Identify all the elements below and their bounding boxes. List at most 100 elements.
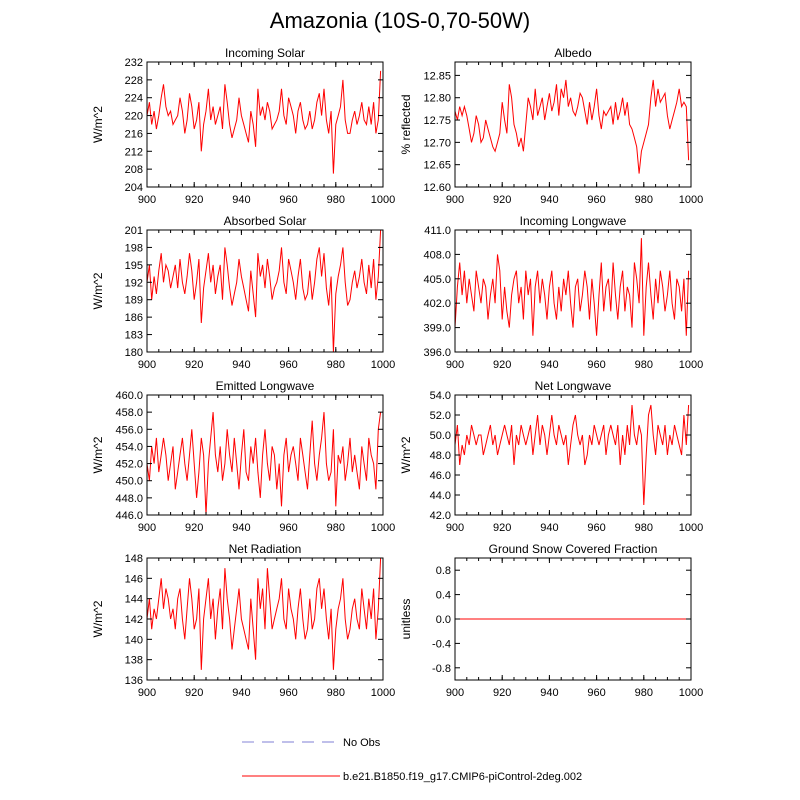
panel-4: Incoming Longwave 900 920 940 960 980 1000 396.… <box>423 214 703 371</box>
y-axis-label: W/m^2 <box>91 106 105 143</box>
y-tick-label: 142 <box>125 614 143 626</box>
y-tick-label: 12.75 <box>423 115 451 127</box>
y-axis-label: W/m^2 <box>91 600 105 637</box>
x-tick-label: 900 <box>138 687 156 699</box>
y-tick-label: 12.65 <box>423 160 451 172</box>
x-tick-label: 960 <box>587 522 605 534</box>
y-tick-label: 54.0 <box>430 390 451 402</box>
y-tick-label: 405.0 <box>423 274 451 286</box>
y-tick-label: 189 <box>125 295 143 307</box>
panel-title: Albedo <box>554 46 592 60</box>
x-tick-label: 960 <box>279 522 297 534</box>
panel-3: Absorbed Solar 900 920 940 960 980 1000 180 183 1… <box>91 214 395 371</box>
panel-title: Absorbed Solar <box>224 214 307 228</box>
y-tick-label: 454.0 <box>115 441 143 453</box>
x-tick-label: 960 <box>587 359 605 371</box>
series-line <box>146 412 382 516</box>
y-tick-label: 136 <box>125 675 143 687</box>
y-tick-label: 50.0 <box>430 430 451 442</box>
x-tick-label: 1000 <box>371 522 395 534</box>
legend-label-model: b.e21.B1850.f19_g17.CMIP6-piControl-2deg… <box>343 771 583 783</box>
x-tick-label: 960 <box>587 687 605 699</box>
y-tick-label: 448.0 <box>115 493 143 505</box>
y-axis-label: W/m^2 <box>91 436 105 473</box>
series-line <box>146 557 382 670</box>
x-tick-label: 940 <box>540 194 558 206</box>
panel-1: Incoming Solar 900 920 940 960 980 1000 204 208 2… <box>91 46 395 206</box>
panel-title: Ground Snow Covered Fraction <box>489 542 658 556</box>
x-tick-label: 960 <box>279 194 297 206</box>
y-tick-label: 408.0 <box>423 249 451 261</box>
panel-title: Net Radiation <box>229 542 302 556</box>
y-tick-label: 0.0 <box>436 614 451 626</box>
y-tick-label: 396.0 <box>423 347 451 359</box>
y-tick-label: 456.0 <box>115 424 143 436</box>
y-tick-label: 228 <box>125 75 143 87</box>
y-tick-label: 183 <box>125 330 143 342</box>
y-axis-label: unitless <box>399 599 413 640</box>
series-line <box>454 238 690 336</box>
x-tick-label: 900 <box>446 359 464 371</box>
series-line <box>454 404 690 506</box>
y-axis-label: W/m^2 <box>399 436 413 473</box>
y-tick-label: 198 <box>125 242 143 254</box>
y-tick-label: 138 <box>125 655 143 667</box>
x-tick-label: 980 <box>327 359 345 371</box>
x-tick-label: 980 <box>635 359 653 371</box>
x-tick-label: 940 <box>232 359 250 371</box>
x-tick-label: 900 <box>446 687 464 699</box>
x-tick-label: 1000 <box>679 359 703 371</box>
y-tick-label: 458.0 <box>115 407 143 419</box>
y-tick-label: 0.8 <box>436 565 451 577</box>
y-tick-label: 450.0 <box>115 476 143 488</box>
y-tick-label: 195 <box>125 260 143 272</box>
x-tick-label: 900 <box>138 522 156 534</box>
y-tick-label: 140 <box>125 634 143 646</box>
panel-title: Incoming Longwave <box>520 214 627 228</box>
panel-title: Emitted Longwave <box>216 379 315 393</box>
plot-frame <box>146 61 384 188</box>
y-tick-label: 220 <box>125 111 143 123</box>
panel-7: Net Radiation 900 920 940 960 980 1000 136 138 14… <box>91 542 395 699</box>
y-tick-label: 192 <box>125 277 143 289</box>
x-tick-label: 1000 <box>371 687 395 699</box>
x-tick-label: 920 <box>185 194 203 206</box>
x-tick-label: 980 <box>635 522 653 534</box>
x-tick-label: 1000 <box>371 359 395 371</box>
y-tick-label: 201 <box>125 225 143 237</box>
legend-swatch-no-obs <box>242 741 340 743</box>
x-tick-label: 980 <box>635 687 653 699</box>
x-tick-label: 980 <box>327 687 345 699</box>
y-tick-label: 186 <box>125 312 143 324</box>
y-tick-label: 402.0 <box>423 298 451 310</box>
y-tick-label: 12.60 <box>423 182 451 194</box>
panel-5: Emitted Longwave 900 920 940 960 980 1000 446.0… <box>91 379 395 534</box>
y-tick-label: 204 <box>125 182 143 194</box>
legend-swatch-model <box>242 775 340 777</box>
x-tick-label: 920 <box>493 194 511 206</box>
x-tick-label: 940 <box>232 194 250 206</box>
y-tick-label: 0.4 <box>436 590 451 602</box>
y-tick-label: 148 <box>125 553 143 565</box>
y-tick-label: -0.8 <box>432 663 451 675</box>
series-line <box>146 229 382 353</box>
plot-frame <box>454 61 692 188</box>
x-tick-label: 920 <box>185 687 203 699</box>
series-line <box>146 70 382 174</box>
x-tick-label: 900 <box>138 359 156 371</box>
plot-frame <box>454 229 692 353</box>
y-tick-label: 144 <box>125 594 143 606</box>
y-tick-label: 446.0 <box>115 510 143 522</box>
y-tick-label: 44.0 <box>430 490 451 502</box>
plot-frame <box>146 229 384 353</box>
x-tick-label: 1000 <box>679 687 703 699</box>
x-tick-label: 1000 <box>679 194 703 206</box>
y-tick-label: 452.0 <box>115 459 143 471</box>
x-tick-label: 940 <box>540 687 558 699</box>
x-tick-label: 960 <box>587 194 605 206</box>
x-tick-label: 920 <box>493 687 511 699</box>
x-tick-label: 980 <box>635 194 653 206</box>
x-tick-label: 900 <box>446 522 464 534</box>
y-tick-label: 42.0 <box>430 510 451 522</box>
